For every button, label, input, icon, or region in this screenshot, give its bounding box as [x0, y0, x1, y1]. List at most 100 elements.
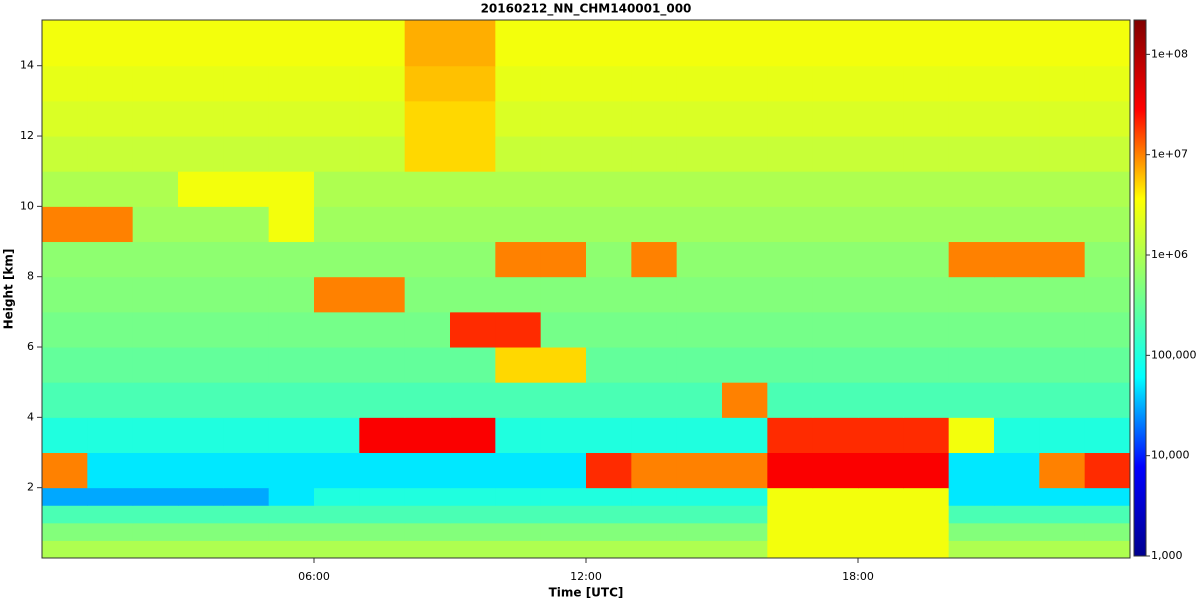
heatmap-cell — [1084, 347, 1131, 383]
heatmap-cell — [767, 276, 814, 313]
heatmap-cell — [812, 65, 859, 102]
heatmap-cell — [586, 347, 632, 383]
heatmap-cell — [722, 171, 768, 207]
heatmap-cell — [42, 100, 88, 137]
heatmap-cell — [722, 65, 768, 102]
heatmap-cell — [1039, 452, 1086, 489]
heatmap-cell — [767, 382, 814, 418]
heatmap-cell — [314, 505, 360, 524]
heatmap-cell — [1039, 382, 1086, 418]
heatmap-cell — [404, 241, 451, 278]
heatmap-cell — [359, 65, 406, 102]
heatmap-cell — [994, 522, 1040, 541]
heatmap-cell — [586, 20, 632, 67]
heatmap-cell — [359, 311, 406, 348]
heatmap-cell — [223, 171, 270, 207]
heatmap-cell — [495, 347, 542, 383]
heatmap-cell — [722, 136, 768, 172]
heatmap-cell — [994, 382, 1040, 418]
heatmap-cell — [722, 20, 768, 67]
heatmap-cell — [87, 65, 134, 102]
x-tick-label: 06:00 — [298, 570, 330, 583]
heatmap-cell — [540, 311, 587, 348]
heatmap-cell — [767, 241, 814, 278]
heatmap-cell — [42, 382, 88, 418]
heatmap-cell — [994, 241, 1040, 278]
heatmap-cell — [903, 276, 950, 313]
heatmap-cell — [404, 487, 451, 506]
heatmap-cell — [676, 505, 723, 524]
heatmap-cell — [495, 276, 542, 313]
heatmap-cell — [132, 347, 179, 383]
heatmap-cell — [450, 452, 496, 489]
heatmap-cell — [268, 65, 315, 102]
heatmap-cell — [178, 487, 224, 506]
heatmap-cell — [767, 505, 814, 524]
heatmap-cell — [722, 522, 768, 541]
heatmap-cell — [858, 347, 904, 383]
heatmap-cell — [767, 452, 814, 489]
heatmap-cell — [404, 540, 451, 559]
heatmap-cell — [450, 347, 496, 383]
heatmap-cell — [359, 382, 406, 418]
heatmap-cell — [1039, 522, 1086, 541]
heatmap-cell — [812, 417, 859, 454]
heatmap-cell — [676, 20, 723, 67]
heatmap-cell — [994, 505, 1040, 524]
heatmap-cell — [903, 20, 950, 67]
heatmap-cell — [948, 100, 995, 137]
heatmap-cell — [404, 311, 451, 348]
heatmap-cell — [540, 505, 587, 524]
heatmap-cell — [858, 382, 904, 418]
heatmap-cell — [767, 347, 814, 383]
chart-title: 20160212_NN_CHM140001_000 — [481, 2, 692, 17]
heatmap-cell — [722, 241, 768, 278]
heatmap — [42, 20, 1131, 559]
heatmap-cell — [1084, 382, 1131, 418]
y-tick-label: 4 — [27, 410, 34, 423]
heatmap-cell — [223, 487, 270, 506]
heatmap-cell — [404, 276, 451, 313]
heatmap-cell — [268, 20, 315, 67]
heatmap-cell — [1039, 65, 1086, 102]
heatmap-cell — [359, 417, 406, 454]
heatmap-cell — [450, 505, 496, 524]
heatmap-cell — [450, 100, 496, 137]
heatmap-cell — [87, 505, 134, 524]
heatmap-cell — [359, 171, 406, 207]
heatmap-cell — [359, 100, 406, 137]
heatmap-cell — [42, 20, 88, 67]
heatmap-cell — [404, 382, 451, 418]
heatmap-cell — [1084, 311, 1131, 348]
heatmap-cell — [631, 20, 678, 67]
heatmap-cell — [178, 20, 224, 67]
heatmap-cell — [540, 206, 587, 243]
heatmap-cell — [223, 276, 270, 313]
heatmap-cell — [858, 171, 904, 207]
heatmap-cell — [994, 65, 1040, 102]
heatmap-cell — [540, 452, 587, 489]
colorbar-tick-label: 100,000 — [1151, 348, 1197, 361]
y-tick-label: 2 — [27, 481, 34, 494]
heatmap-cell — [42, 540, 88, 559]
heatmap-cell — [1084, 241, 1131, 278]
heatmap-cell — [223, 136, 270, 172]
heatmap-cell — [722, 417, 768, 454]
heatmap-cell — [767, 20, 814, 67]
heatmap-cell — [87, 487, 134, 506]
heatmap-cell — [178, 505, 224, 524]
heatmap-cell — [87, 347, 134, 383]
heatmap-cell — [359, 206, 406, 243]
heatmap-cell — [948, 382, 995, 418]
heatmap-cell — [858, 522, 904, 541]
heatmap-cell — [132, 540, 179, 559]
heatmap-cell — [1039, 100, 1086, 137]
heatmap-cell — [1039, 206, 1086, 243]
heatmap-cell — [767, 206, 814, 243]
heatmap-cell — [132, 311, 179, 348]
heatmap-cell — [676, 136, 723, 172]
heatmap-cell — [450, 540, 496, 559]
heatmap-cell — [676, 347, 723, 383]
x-tick-label: 18:00 — [842, 570, 874, 583]
heatmap-cell — [858, 241, 904, 278]
